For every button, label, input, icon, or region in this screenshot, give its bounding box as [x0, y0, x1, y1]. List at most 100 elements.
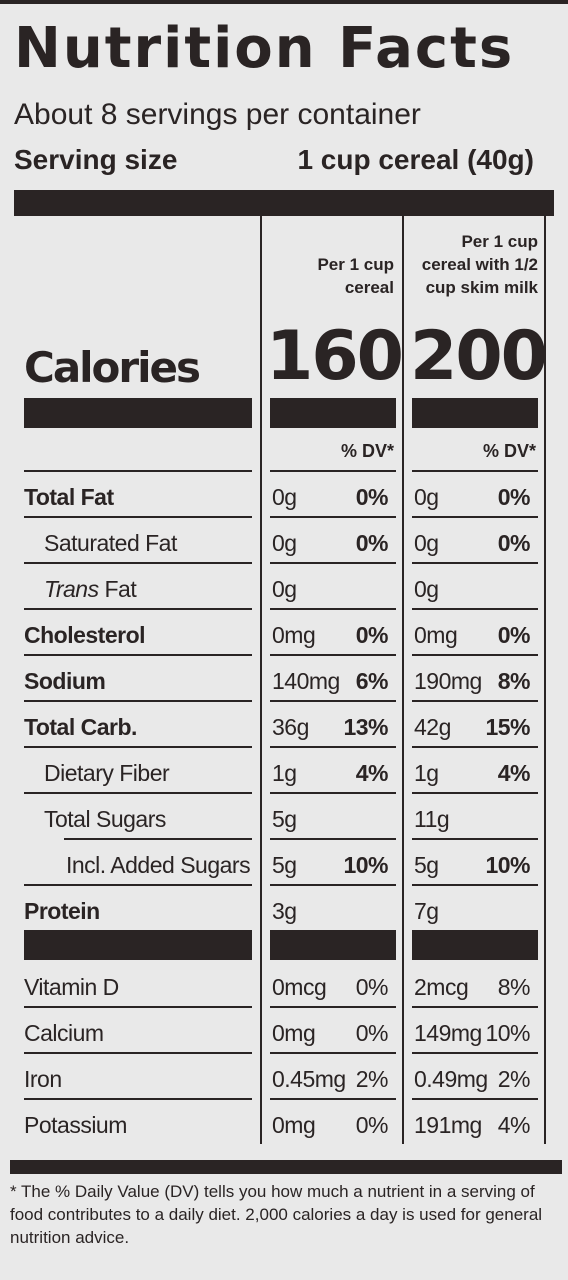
row-rule — [412, 746, 538, 748]
thick-bar-col1 — [270, 398, 396, 428]
column-header-with-milk: Per 1 cup cereal with 1/2 cup skim milk — [421, 232, 538, 297]
amount-with-milk: 42g — [414, 714, 451, 740]
amount-cereal: 0g — [272, 576, 297, 602]
dv-with-milk: 10% — [485, 1020, 530, 1046]
row-rule — [270, 608, 396, 610]
dv-with-milk: 8% — [497, 974, 531, 1000]
dv-cereal: 0% — [355, 530, 389, 556]
row-rule — [270, 884, 396, 886]
label-title: Nutrition Facts — [14, 16, 515, 81]
nutrient-name-cholesterol: Cholesterol — [24, 622, 146, 648]
nutrient-name-total-fat: Total Fat — [24, 484, 114, 510]
amount-with-milk: 0.49mg — [414, 1066, 488, 1092]
dv-cereal: 13% — [343, 714, 388, 740]
row-rule — [270, 1006, 396, 1008]
amount-cereal: 0g — [272, 484, 297, 510]
row-rule — [24, 884, 252, 886]
dv-cereal: 0% — [355, 622, 389, 648]
dv-with-milk: 10% — [485, 852, 530, 878]
nutrient-name-sodium: Sodium — [24, 668, 106, 694]
dv-cereal: 6% — [355, 668, 389, 694]
amount-cereal: 3g — [272, 898, 297, 924]
dv-cereal: 0% — [355, 484, 389, 510]
row-rule — [270, 838, 396, 840]
thick-bar-col1 — [270, 930, 396, 960]
thick-bar-label — [24, 930, 252, 960]
trans-rest: Fat — [98, 576, 137, 602]
thick-bar-col2 — [412, 930, 538, 960]
row-rule — [412, 700, 538, 702]
row-rule — [24, 654, 252, 656]
amount-with-milk: 191mg — [414, 1112, 482, 1138]
calories-label: Calories — [24, 343, 201, 392]
serving-size-value: 1 cup cereal (40g) — [297, 144, 534, 175]
trans-italic: Trans — [44, 576, 99, 602]
column-divider-2 — [402, 216, 404, 1144]
dv-cereal: 0% — [355, 974, 389, 1000]
dv-header-with-milk: % DV* — [482, 441, 536, 461]
row-rule — [270, 1052, 396, 1054]
amount-cereal: 0mg — [272, 622, 316, 648]
dv-cereal: 2% — [355, 1066, 389, 1092]
dv-with-milk: 4% — [497, 1112, 531, 1138]
dv-with-milk: 0% — [497, 530, 531, 556]
dv-header-cereal: % DV* — [340, 441, 394, 461]
amount-with-milk: 5g — [414, 852, 439, 878]
row-rule — [412, 838, 538, 840]
row-rule — [270, 654, 396, 656]
amount-with-milk: 0g — [414, 530, 439, 556]
row-rule — [412, 516, 538, 518]
dv-cereal: 4% — [355, 760, 389, 786]
nutrient-name-total-sugars: Total Sugars — [44, 806, 166, 832]
amount-with-milk: 0g — [414, 484, 439, 510]
row-rule — [24, 792, 252, 794]
amount-cereal: 0mg — [272, 1112, 316, 1138]
amount-with-milk: 7g — [414, 898, 439, 924]
row-rule — [270, 792, 396, 794]
dv-with-milk: 2% — [497, 1066, 531, 1092]
row-rule — [270, 562, 396, 564]
nutrient-name-saturated-fat: Saturated Fat — [44, 530, 177, 556]
amount-with-milk: 1g — [414, 760, 439, 786]
nutrient-name-dietary-fiber: Dietary Fiber — [44, 760, 170, 786]
dv-with-milk: 15% — [485, 714, 530, 740]
nutrient-name-iron: Iron — [24, 1066, 62, 1092]
row-rule — [24, 516, 252, 518]
row-rule — [412, 470, 538, 472]
nutrient-name-calcium: Calcium — [24, 1020, 104, 1046]
calories-cereal: 160 — [266, 317, 404, 396]
row-rule — [270, 470, 396, 472]
row-rule — [24, 470, 252, 472]
nutrient-name-potassium: Potassium — [24, 1112, 127, 1138]
nutrient-name-vitamin-d: Vitamin D — [24, 974, 119, 1000]
amount-cereal: 5g — [272, 852, 297, 878]
row-rule — [412, 1098, 538, 1100]
dv-with-milk: 4% — [497, 760, 531, 786]
amount-cereal: 0g — [272, 530, 297, 556]
row-rule — [24, 746, 252, 748]
thick-bar-label — [24, 398, 252, 428]
row-rule — [270, 700, 396, 702]
nutrient-name-trans-fat: Trans Fat — [44, 574, 137, 604]
row-rule — [24, 1098, 252, 1100]
amount-cereal: 36g — [272, 714, 309, 740]
column-divider-1 — [260, 216, 262, 1144]
amount-with-milk: 0mg — [414, 622, 458, 648]
row-rule — [270, 746, 396, 748]
calories-with-milk: 200 — [410, 317, 548, 396]
row-rule — [412, 1052, 538, 1054]
nutrient-name-protein: Protein — [24, 898, 100, 924]
dv-with-milk: 0% — [497, 622, 531, 648]
thick-bar-col2 — [412, 398, 538, 428]
nutrient-name-added-sugars: Incl. Added Sugars — [66, 852, 251, 878]
amount-cereal: 0.45mg — [272, 1066, 346, 1092]
row-rule — [412, 608, 538, 610]
amount-cereal: 1g — [272, 760, 297, 786]
serving-size-label: Serving size — [14, 144, 178, 175]
dv-with-milk: 0% — [497, 484, 531, 510]
row-rule — [270, 516, 396, 518]
row-rule — [412, 884, 538, 886]
thick-divider-bottom — [10, 1160, 562, 1174]
nutrient-name-total-carb: Total Carb. — [24, 714, 137, 740]
column-divider-3 — [544, 216, 546, 1144]
